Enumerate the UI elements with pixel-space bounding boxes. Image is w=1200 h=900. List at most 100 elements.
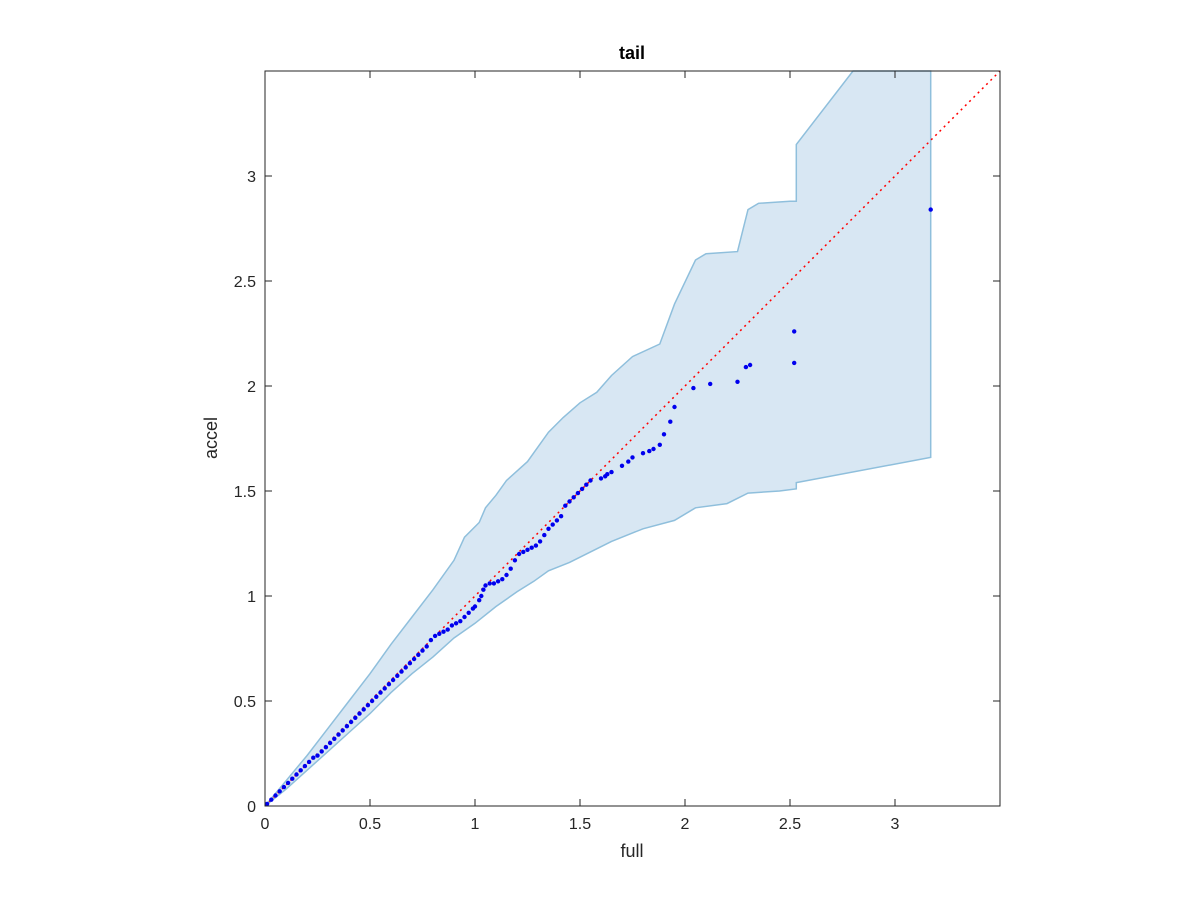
data-point [598,476,604,481]
data-point [512,558,518,563]
data-point [546,526,551,531]
y-tick-label: 2 [247,379,256,396]
data-point [792,360,797,366]
data-point [529,545,534,550]
data-point [382,686,387,691]
data-point [735,379,740,384]
data-point [525,547,530,552]
data-point [449,623,455,628]
data-point [747,362,753,368]
data-point [550,522,555,527]
data-point [416,652,421,657]
y-tick-label: 2.5 [234,274,256,291]
data-point [336,732,341,737]
data-points [264,207,933,807]
data-point [353,715,358,720]
data-point [575,490,581,496]
data-point [340,728,345,733]
chart-title: tail [619,43,645,63]
data-point [311,755,316,760]
data-point [269,797,274,802]
data-point [558,514,564,519]
data-point [567,499,572,504]
data-point [298,768,303,773]
data-point [361,707,366,712]
data-point [369,698,375,704]
data-point [315,753,320,758]
data-point [619,463,625,468]
data-point [630,455,635,460]
x-tick-label: 1 [471,816,480,833]
data-point [348,719,354,725]
data-point [428,637,434,643]
data-point [432,633,438,639]
data-point [420,648,425,653]
data-point [651,446,656,452]
data-point [466,610,471,615]
data-point [281,784,287,790]
y-tick-label: 0 [247,799,256,816]
data-point [407,661,413,666]
data-point [264,801,270,807]
data-point [277,789,282,794]
data-point [579,486,585,492]
x-tick-label: 2 [681,816,690,833]
axes-box [264,70,1001,807]
y-tick-label: 0.5 [234,694,256,711]
data-point [508,566,513,571]
data-point [588,478,593,483]
data-point [378,690,383,695]
data-point [441,629,446,634]
data-point [306,759,312,765]
y-tick-label: 1 [247,589,256,606]
x-tick-label: 1.5 [569,816,591,833]
data-point [487,581,492,586]
data-point [399,669,404,674]
data-point [285,780,291,786]
data-point [647,448,652,454]
data-point [290,776,295,781]
data-point [365,703,371,708]
data-point [554,518,560,523]
data-point [453,621,459,626]
data-point [640,451,646,456]
data-point [605,472,610,477]
data-point [458,619,463,624]
data-point [477,598,482,603]
data-point [516,551,522,557]
x-tick-label: 2.5 [779,816,801,833]
data-point [928,207,933,212]
y-tick-label: 3 [247,169,256,186]
confidence-band [264,70,932,807]
data-point [657,442,662,447]
y-axis-label: accel [201,417,221,459]
data-point [332,736,337,741]
data-point [495,579,501,584]
data-point [395,673,400,678]
data-point [661,432,667,437]
data-point [479,593,484,599]
axis-ticks: 0 0.5 1 1.5 2 2.5 3 0 0.5 1 1.5 2 2.5 3 [234,71,1000,833]
data-point [357,711,362,716]
x-tick-label: 0 [261,816,270,833]
data-point [411,656,417,662]
data-point [521,549,526,555]
data-point [472,604,478,609]
data-point [542,532,547,538]
x-tick-label: 3 [891,816,900,833]
data-point [672,404,677,410]
data-point [390,677,396,683]
data-point [500,577,505,582]
data-point [792,329,797,334]
data-point [571,495,576,500]
data-point [374,694,379,699]
data-point [302,763,308,769]
data-point [445,627,450,632]
data-point [743,364,749,370]
data-point [533,543,539,548]
data-point [491,581,497,586]
data-point [504,572,509,578]
data-point [483,583,488,588]
data-point [323,745,329,750]
